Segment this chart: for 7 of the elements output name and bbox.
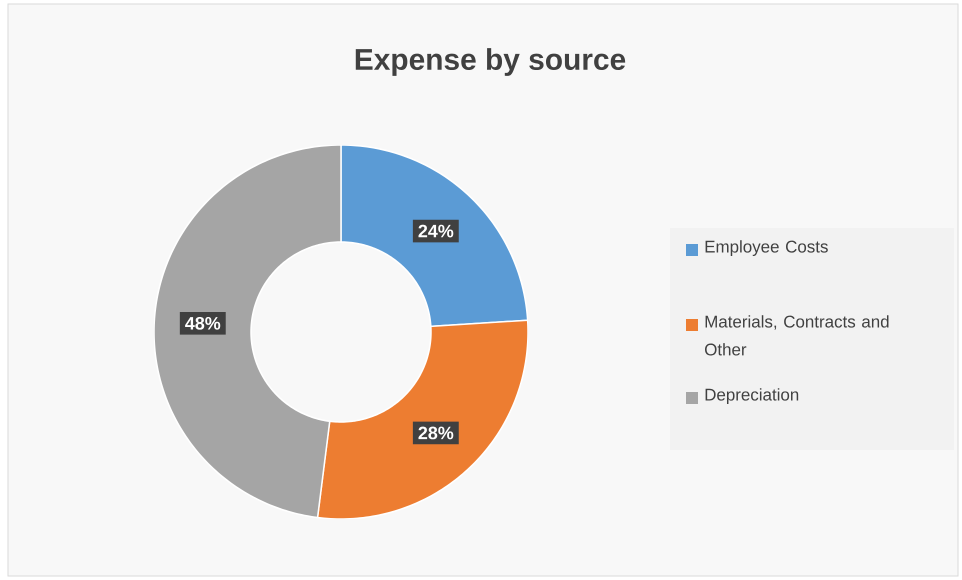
legend-label: Materials, Contracts and Other [705,315,889,356]
chart-title: Expense by source [356,48,626,76]
legend-label: Depreciation [706,388,798,404]
legend-label: Employee Costs [706,240,828,256]
data-label: 28% [418,426,454,440]
data-label: 24% [418,224,454,238]
data-label: 48% [185,316,220,330]
